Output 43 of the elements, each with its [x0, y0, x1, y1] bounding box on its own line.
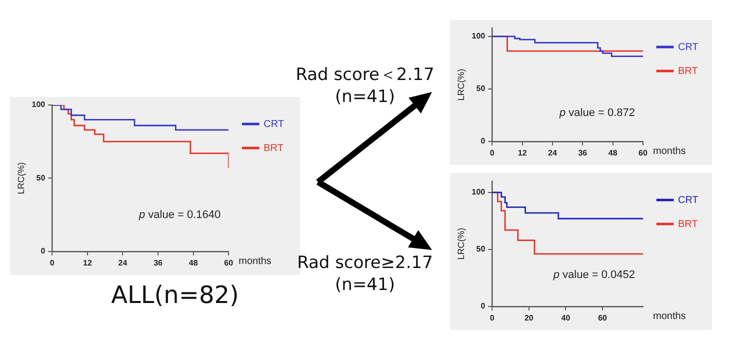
- y-tick-label: 100: [472, 32, 486, 41]
- y-tick-label: 0: [40, 246, 46, 256]
- x-tick-label: 36: [154, 258, 164, 268]
- legend-label: BRT: [264, 142, 284, 154]
- x-axis-title: months: [653, 311, 686, 322]
- x-axis-title: months: [238, 256, 272, 268]
- x-tick-label: 48: [188, 258, 198, 268]
- legend-label: CRT: [678, 42, 698, 53]
- y-axis-title: LRC(%): [456, 68, 466, 101]
- y-tick-label: 100: [472, 188, 486, 197]
- y-tick-label: 100: [32, 100, 46, 110]
- y-tick-label: 0: [480, 302, 486, 311]
- annotation: p value = 0.872: [558, 107, 636, 120]
- text: Rad score＜2.17 (n=41): [294, 64, 436, 108]
- y-tick-label: 50: [476, 244, 486, 254]
- y-tick-label: 50: [36, 173, 46, 182]
- annotation: p value = 0.1640: [138, 208, 221, 221]
- x-tick-label: 36: [578, 148, 588, 158]
- x-tick-label: 20: [524, 313, 534, 322]
- text: Rad score≥2.17 (n=41): [296, 252, 434, 296]
- x-tick-label: 24: [118, 258, 128, 268]
- x-tick-label: 0: [490, 313, 495, 322]
- x-tick-label: 24: [548, 148, 558, 158]
- x-tick-label: 48: [608, 148, 618, 158]
- x-axis-title: months: [653, 146, 686, 158]
- x-tick-label: 60: [598, 313, 608, 322]
- legend-label: BRT: [678, 66, 698, 77]
- x-tick-label: 60: [638, 148, 648, 158]
- legend-label: CRT: [264, 118, 284, 130]
- text: ALL(n=82): [110, 280, 240, 311]
- y-tick-label: 50: [476, 84, 486, 94]
- y-tick-label: 0: [480, 136, 486, 146]
- x-tick-label: 12: [518, 148, 528, 158]
- x-tick-label: 40: [561, 313, 571, 322]
- legend-label: BRT: [678, 218, 698, 230]
- x-tick-label: 0: [490, 148, 495, 158]
- x-tick-label: 60: [224, 258, 234, 268]
- x-tick-label: 0: [50, 258, 55, 268]
- y-axis-title: LRC(%): [456, 228, 466, 260]
- legend-label: CRT: [678, 194, 698, 206]
- y-axis-title: LRC(%): [16, 162, 26, 194]
- annotation: p value = 0.0452: [552, 269, 636, 282]
- x-tick-label: 12: [82, 258, 92, 268]
